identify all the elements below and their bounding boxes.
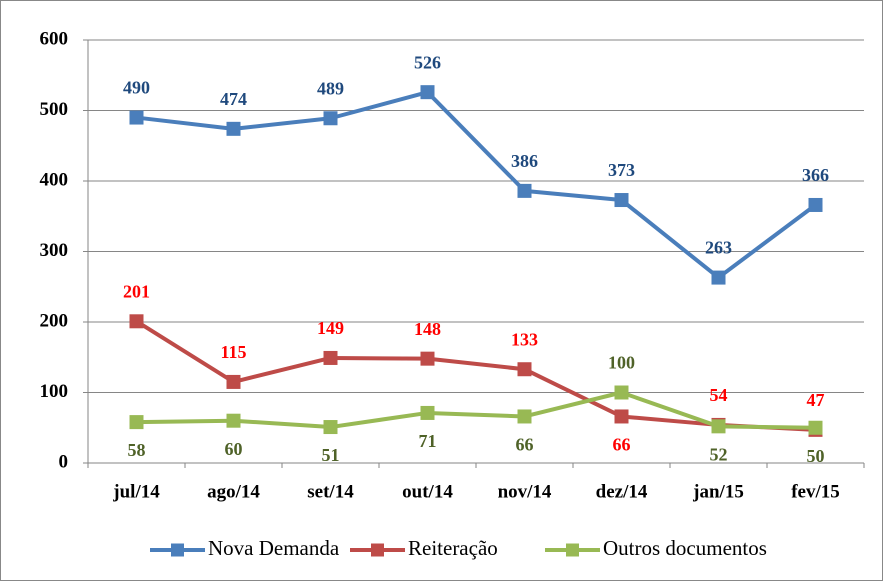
legend-label: Outros documentos	[603, 536, 767, 560]
data-point	[226, 121, 241, 136]
data-label: 52	[710, 444, 728, 464]
data-point	[323, 350, 338, 365]
x-tick-label: dez/14	[596, 481, 648, 502]
data-point	[517, 183, 532, 198]
data-label: 490	[123, 78, 150, 98]
x-tick-label: jul/14	[112, 481, 160, 502]
y-tick-label: 400	[40, 169, 69, 190]
y-tick-label: 600	[40, 28, 69, 49]
data-point	[129, 110, 144, 125]
legend-label: Reiteração	[408, 536, 498, 560]
data-label: 115	[220, 342, 246, 362]
data-point	[420, 351, 435, 366]
legend-marker	[566, 543, 579, 557]
data-label: 50	[807, 446, 825, 466]
data-point	[323, 420, 338, 435]
x-tick-label: fev/15	[791, 481, 840, 502]
x-tick-label: nov/14	[498, 481, 552, 502]
series-line	[135, 319, 816, 432]
x-tick-label: jan/15	[692, 481, 744, 502]
x-tick-label: ago/14	[207, 481, 260, 502]
data-point	[711, 270, 726, 285]
data-label: 366	[802, 165, 829, 185]
y-tick-label: 0	[59, 451, 69, 472]
data-label: 71	[419, 431, 437, 451]
y-tick-label: 200	[40, 310, 69, 331]
x-tick-label: set/14	[307, 481, 354, 502]
data-label: 201	[123, 281, 150, 301]
data-point	[323, 111, 338, 126]
data-label: 133	[511, 329, 538, 349]
data-label: 148	[414, 319, 441, 339]
data-point	[226, 374, 241, 389]
data-label: 100	[608, 353, 635, 373]
data-label: 149	[317, 318, 344, 338]
data-point	[517, 362, 532, 377]
data-label: 66	[516, 435, 534, 455]
y-tick-label: 500	[40, 99, 69, 120]
data-label: 51	[322, 445, 340, 465]
data-point	[614, 385, 629, 400]
data-label: 489	[317, 78, 344, 98]
data-point	[614, 193, 629, 208]
y-tick-label: 300	[40, 240, 69, 261]
data-label: 58	[128, 440, 146, 460]
data-point	[129, 415, 144, 430]
legend-label: Nova Demanda	[208, 536, 340, 560]
data-point	[129, 314, 144, 329]
series-line	[136, 90, 817, 280]
y-tick-label: 100	[40, 381, 69, 402]
data-label: 263	[705, 238, 732, 258]
legend-marker	[171, 543, 184, 557]
data-point	[808, 197, 823, 212]
series-line	[136, 390, 816, 430]
data-point	[711, 419, 726, 434]
legend-marker	[371, 543, 384, 557]
data-label: 526	[414, 52, 441, 72]
x-tick-label: out/14	[402, 481, 453, 502]
data-point	[226, 413, 241, 428]
data-label: 54	[710, 385, 728, 405]
data-label: 66	[613, 435, 631, 455]
data-label: 474	[220, 89, 247, 109]
data-label: 373	[608, 160, 635, 180]
data-point	[420, 405, 435, 420]
data-point	[517, 409, 532, 424]
data-point	[420, 85, 435, 100]
data-label: 386	[511, 151, 538, 171]
data-label: 60	[225, 439, 243, 459]
data-point	[808, 420, 823, 435]
data-label: 47	[807, 390, 825, 410]
data-point	[614, 409, 629, 424]
